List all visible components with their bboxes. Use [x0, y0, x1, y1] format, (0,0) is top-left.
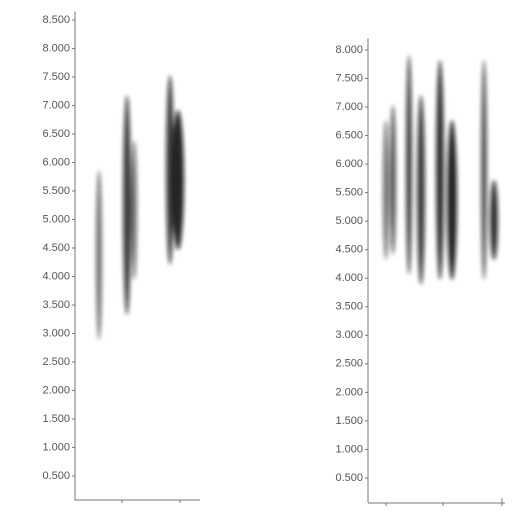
y-tick-label: 2.500 [335, 358, 363, 370]
spectral-streak [417, 95, 425, 285]
y-tick-label: 3.500 [335, 301, 363, 313]
spectral-streak [481, 60, 487, 280]
y-tick-label: 8.000 [42, 42, 70, 54]
spectral-streak [383, 120, 389, 260]
y-tick-label: 7.500 [42, 71, 70, 83]
spectral-streak [123, 95, 131, 315]
y-tick-label: 3.000 [335, 329, 363, 341]
y-tick-label: 0.500 [42, 470, 70, 482]
y-tick-label: 5.000 [42, 213, 70, 225]
y-tick-label: 7.500 [335, 72, 363, 84]
spectral-streak [166, 75, 174, 265]
left-streaks [96, 75, 184, 340]
y-tick-label: 6.500 [335, 129, 363, 141]
y-tick-label: 2.000 [335, 386, 363, 398]
y-tick-label: 8.000 [335, 44, 363, 56]
y-tick-label: 1.500 [335, 415, 363, 427]
y-tick-label: 2.000 [42, 384, 70, 396]
y-tick-label: 6.000 [335, 158, 363, 170]
y-tick-label: 2.500 [42, 356, 70, 368]
y-tick-label: 6.500 [42, 128, 70, 140]
y-tick-label: 5.000 [335, 215, 363, 227]
y-tick-label: 0.500 [335, 472, 363, 484]
y-tick-label: 4.000 [42, 270, 70, 282]
right-x-axis [368, 498, 505, 506]
y-tick-label: 7.000 [335, 101, 363, 113]
y-tick-label: 4.500 [42, 242, 70, 254]
spectral-streak [406, 55, 412, 275]
y-tick-label: 1.000 [335, 443, 363, 455]
y-tick-label: 5.500 [335, 187, 363, 199]
right-streaks [383, 55, 498, 285]
y-tick-label: 6.000 [42, 156, 70, 168]
left-x-axis [75, 499, 200, 503]
spectral-streak [447, 120, 457, 280]
y-tick-label: 4.000 [335, 272, 363, 284]
y-tick-label: 8.500 [42, 14, 70, 26]
y-tick-label: 3.500 [42, 299, 70, 311]
spectral-streak [96, 170, 102, 340]
spectral-streak [490, 180, 498, 260]
y-tick-label: 1.000 [42, 441, 70, 453]
y-tick-label: 5.500 [42, 185, 70, 197]
spectral-streak [390, 105, 396, 255]
spectral-streak [172, 110, 184, 250]
y-tick-label: 4.500 [335, 244, 363, 256]
y-tick-label: 3.000 [42, 327, 70, 339]
y-tick-label: 1.500 [42, 413, 70, 425]
spectral-streak [131, 140, 137, 280]
y-tick-label: 7.000 [42, 99, 70, 111]
spectral-streak [436, 60, 444, 280]
